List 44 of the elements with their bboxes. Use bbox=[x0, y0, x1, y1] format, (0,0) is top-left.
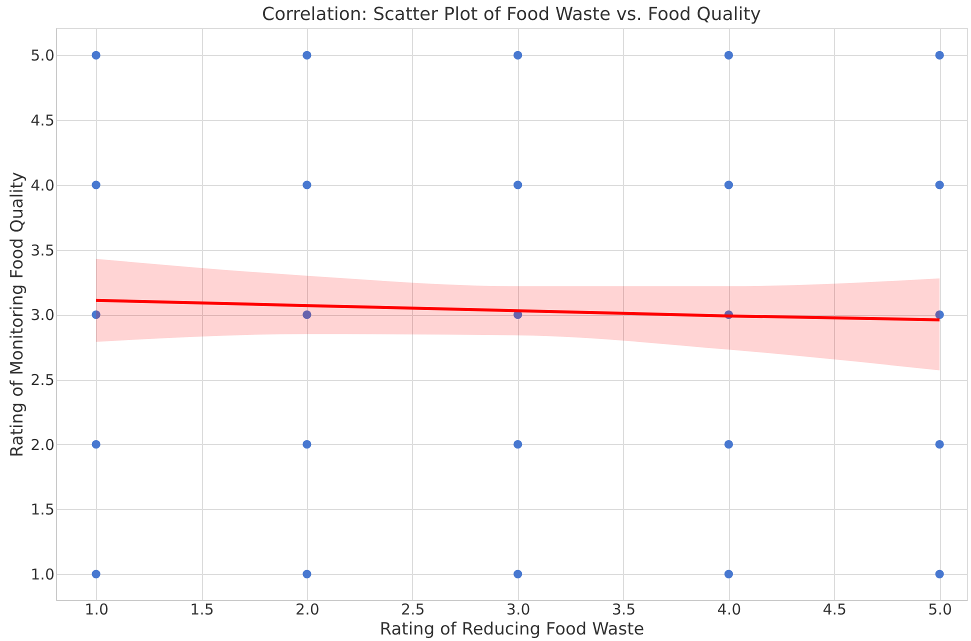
point bbox=[724, 180, 734, 190]
point bbox=[513, 570, 522, 578]
point bbox=[935, 310, 944, 319]
point bbox=[724, 50, 734, 60]
y-tick-label: 1.0 bbox=[30, 566, 54, 584]
x-tick-label: 4.5 bbox=[822, 600, 847, 618]
point bbox=[513, 50, 522, 60]
y-axis-title: Rating of Monitoring Food Quality bbox=[8, 172, 28, 458]
point bbox=[302, 180, 312, 190]
point bbox=[935, 570, 944, 578]
point bbox=[302, 440, 312, 449]
point bbox=[935, 180, 944, 190]
y-tick-label: 3.5 bbox=[30, 241, 54, 260]
x-tick-label: 1.5 bbox=[190, 600, 214, 618]
point bbox=[92, 50, 100, 60]
point bbox=[92, 440, 100, 449]
y-tick-label: 1.5 bbox=[30, 500, 54, 519]
y-tick-label: 4.0 bbox=[30, 176, 54, 194]
x-axis-title: Rating of Reducing Food Waste bbox=[380, 620, 644, 640]
y-tick-label: 4.5 bbox=[30, 112, 54, 130]
y-tick-label: 3.0 bbox=[30, 306, 54, 324]
y-tick-label: 5.0 bbox=[30, 46, 54, 65]
y-tick-label: 2.5 bbox=[30, 371, 54, 389]
point bbox=[302, 570, 312, 578]
x-tick-label: 5.0 bbox=[928, 600, 952, 618]
point bbox=[302, 310, 312, 319]
point bbox=[724, 570, 734, 578]
point bbox=[513, 440, 522, 449]
point bbox=[935, 440, 944, 449]
chart-title: Correlation: Scatter Plot of Food Waste vs. Food Quality bbox=[262, 4, 762, 25]
x-tick-label: 3.5 bbox=[612, 600, 636, 618]
point bbox=[935, 50, 944, 60]
point bbox=[92, 180, 100, 190]
x-tick-label: 4.0 bbox=[717, 600, 742, 618]
point bbox=[92, 310, 100, 319]
x-tick-label: 3.0 bbox=[506, 600, 530, 618]
point bbox=[513, 180, 522, 190]
y-tick-label: 2.0 bbox=[30, 436, 54, 454]
x-tick-label: 1.0 bbox=[84, 600, 108, 618]
point bbox=[724, 440, 734, 449]
x-tick-label: 2.5 bbox=[400, 600, 425, 618]
x-tick-label: 2.0 bbox=[296, 600, 320, 618]
point bbox=[92, 570, 100, 578]
point bbox=[302, 50, 312, 60]
